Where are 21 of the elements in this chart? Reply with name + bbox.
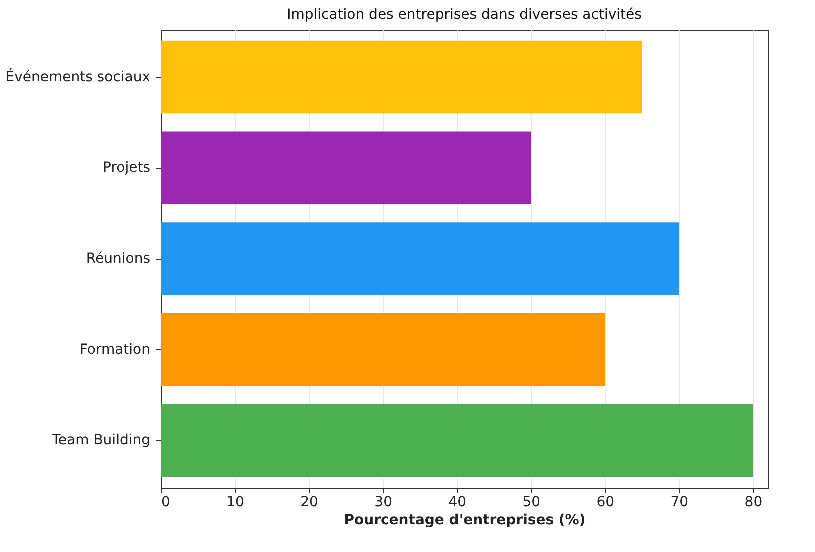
bar <box>161 222 680 296</box>
x-tick-label: 20 <box>300 494 318 510</box>
y-tick-label: Réunions <box>86 251 150 267</box>
y-tick-label: Projets <box>103 160 150 176</box>
y-tick-label: Team Building <box>51 432 150 449</box>
y-tick-label: Formation <box>80 342 150 358</box>
bar <box>161 404 754 478</box>
bar <box>161 314 606 386</box>
x-tick-label: 0 <box>162 494 170 510</box>
x-tick-label: 60 <box>596 494 615 510</box>
y-tick-label: Événements sociaux <box>6 68 150 86</box>
x-tick-label: 10 <box>226 494 244 510</box>
chart-title: Implication des entreprises dans diverses activités <box>287 7 642 23</box>
x-tick-label: 80 <box>744 494 763 510</box>
x-tick-label: 30 <box>374 494 392 510</box>
x-tick-label: 70 <box>670 494 689 510</box>
x-axis-title: Pourcentage d'entreprises (%) <box>344 512 586 528</box>
x-tick-label: 50 <box>522 494 541 510</box>
bar <box>161 40 642 114</box>
bar <box>161 132 532 204</box>
x-tick-label: 40 <box>448 494 467 510</box>
